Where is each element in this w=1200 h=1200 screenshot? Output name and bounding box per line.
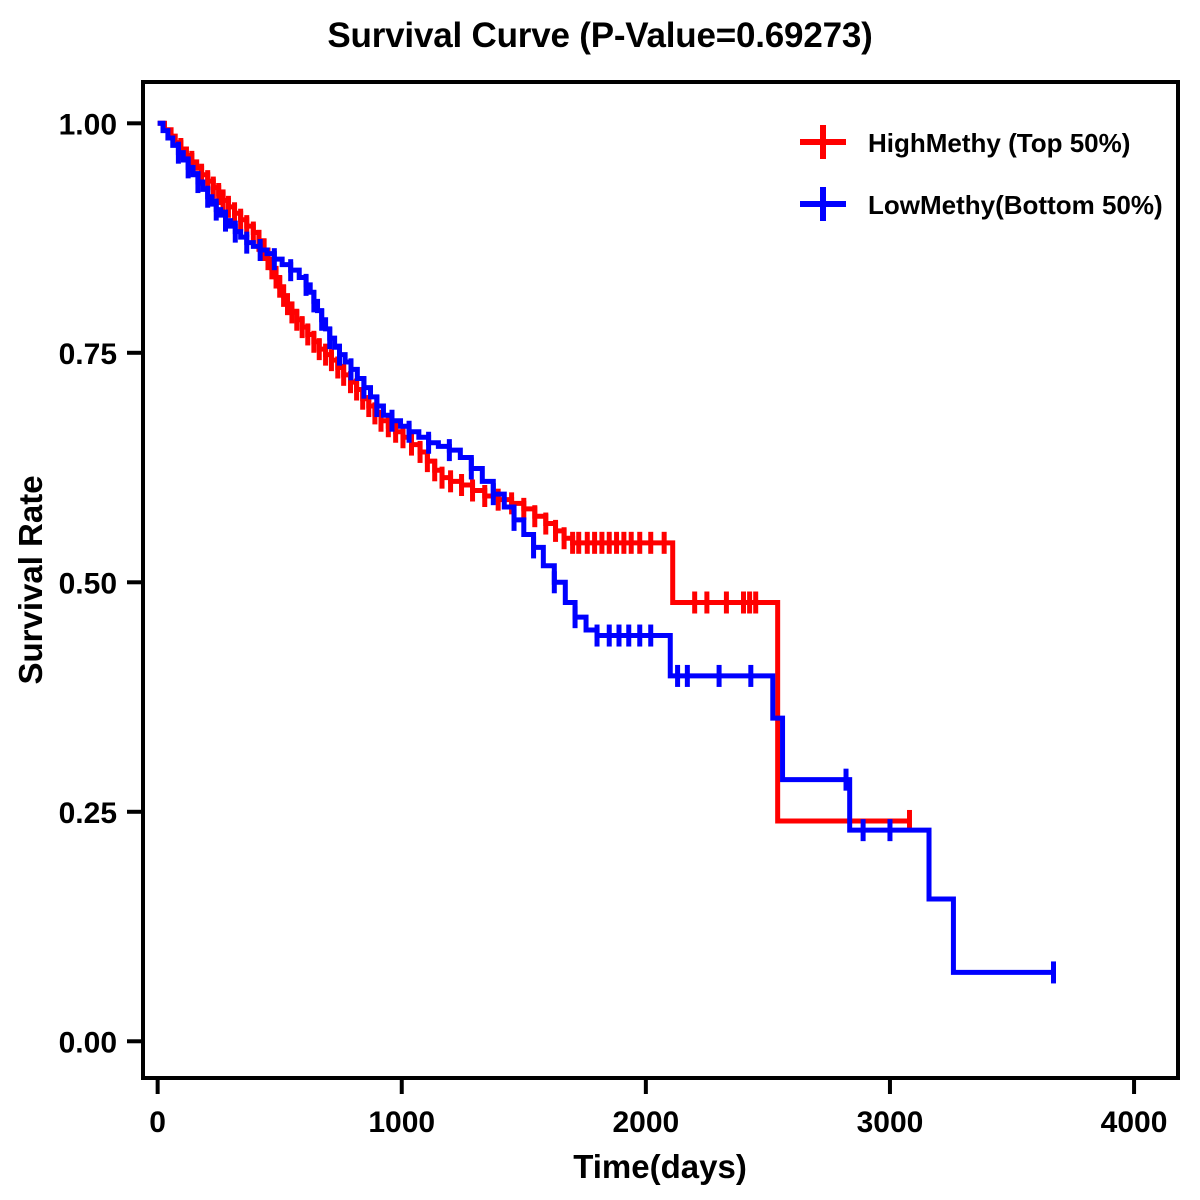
y-tick-label: 0.00 (59, 1026, 117, 1059)
x-axis-title: Time(days) (573, 1148, 747, 1185)
legend-label: LowMethy(Bottom 50%) (868, 190, 1163, 220)
legend-item[interactable]: HighMethy (Top 50%) (800, 125, 1130, 159)
series-high-methy (157, 120, 912, 832)
x-tick-label: 4000 (1101, 1106, 1168, 1139)
survival-step-line (157, 120, 1054, 975)
y-tick-label: 0.50 (59, 567, 117, 600)
page-title: Survival Curve (P-Value=0.69273) (327, 16, 873, 55)
legend-label: HighMethy (Top 50%) (868, 128, 1130, 158)
y-axis-title: Survival Rate (12, 475, 49, 684)
y-tick-label: 1.00 (59, 108, 117, 141)
censor-marks (175, 141, 1057, 984)
plot-frame (141, 80, 1180, 1080)
y-tick-label: 0.75 (59, 338, 117, 371)
censor-marks (178, 138, 912, 832)
legend: HighMethy (Top 50%) LowMethy(Bottom 50%) (800, 125, 1163, 221)
y-axis-tick-labels: 0.00 0.25 0.50 0.75 1.00 (59, 108, 117, 1059)
x-tick-label: 0 (149, 1106, 166, 1139)
series-layer (157, 120, 1057, 984)
series-low-methy (157, 120, 1057, 984)
x-tick-label: 1000 (368, 1106, 435, 1139)
y-axis-ticks (127, 121, 143, 1044)
x-axis-ticks (155, 1078, 1137, 1094)
legend-item[interactable]: LowMethy(Bottom 50%) (800, 187, 1163, 221)
y-tick-label: 0.25 (59, 797, 117, 830)
x-axis-tick-labels: 0 1000 2000 3000 4000 (149, 1106, 1167, 1139)
x-tick-label: 2000 (612, 1106, 679, 1139)
x-tick-label: 3000 (857, 1106, 924, 1139)
survival-step-line (157, 120, 910, 824)
